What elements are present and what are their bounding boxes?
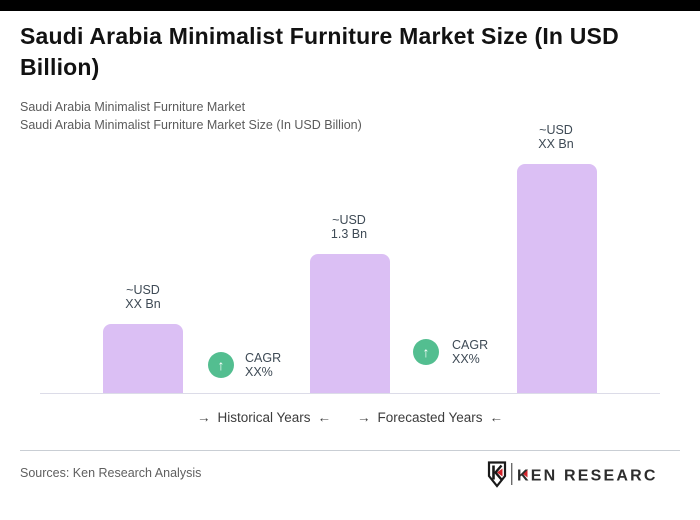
cagr-badge-1: ↑ [208,352,234,378]
ken-research-logo: KEN RESEARCH [487,461,658,488]
cagr-text-2: CAGR XX% [452,338,488,366]
right-arrow-icon: → [196,410,211,425]
cagr-text-1: CAGR XX% [245,351,281,379]
sources-text: Sources: Ken Research Analysis [20,466,202,480]
ken-shield-icon [487,461,507,488]
cagr-2-value: XX% [452,352,480,366]
subtitle-line-2: Saudi Arabia Minimalist Furniture Market… [20,118,362,132]
bar-3-label-line-2: XX Bn [538,137,574,151]
bar-forecasted [517,164,597,394]
cagr-badge-2: ↑ [413,339,439,365]
bar-1-label-line-2: XX Bn [125,297,161,311]
footer-divider [20,450,680,451]
bar-value-label-3: ~USD XX Bn [496,123,616,151]
subtitle-block: Saudi Arabia Minimalist Furniture Market… [20,98,620,134]
bar-value-label-2: ~USD 1.3 Bn [289,213,409,241]
logo-wordmark: KEN RESEARCH [517,468,658,485]
up-arrow-icon: ↑ [217,357,225,373]
right-arrow-icon: → [356,410,371,425]
cagr-1-label: CAGR [245,351,282,365]
axis-segment-historical: → Historical Years ← [169,410,359,425]
cagr-2-label: CAGR [452,338,489,352]
up-arrow-icon: ↑ [422,344,430,360]
cagr-1-value: XX% [245,365,273,379]
bar-historical [103,324,183,394]
bar-current [310,254,390,394]
bar-1-label-line-1: ~USD [126,283,160,297]
axis-forecasted-label: Forecasted Years [377,410,483,425]
bar-2-label-line-2: 1.3 Bn [330,227,368,241]
axis-historical-label: Historical Years [217,410,311,425]
logo-divider [511,463,513,485]
axis-segment-forecasted: → Forecasted Years ← [335,410,525,425]
bar-3-label-line-1: ~USD [539,123,573,137]
page-title: Saudi Arabia Minimalist Furniture Market… [20,23,619,80]
subtitle-line-1: Saudi Arabia Minimalist Furniture Market [20,100,246,114]
logo-k-red-triangle [522,469,528,478]
bar-value-label-1: ~USD XX Bn [83,283,203,311]
left-arrow-icon: ← [317,410,332,425]
top-black-bar [0,0,700,11]
x-axis-baseline [40,393,660,394]
left-arrow-icon: ← [489,410,504,425]
bar-2-label-line-1: ~USD [332,213,366,227]
